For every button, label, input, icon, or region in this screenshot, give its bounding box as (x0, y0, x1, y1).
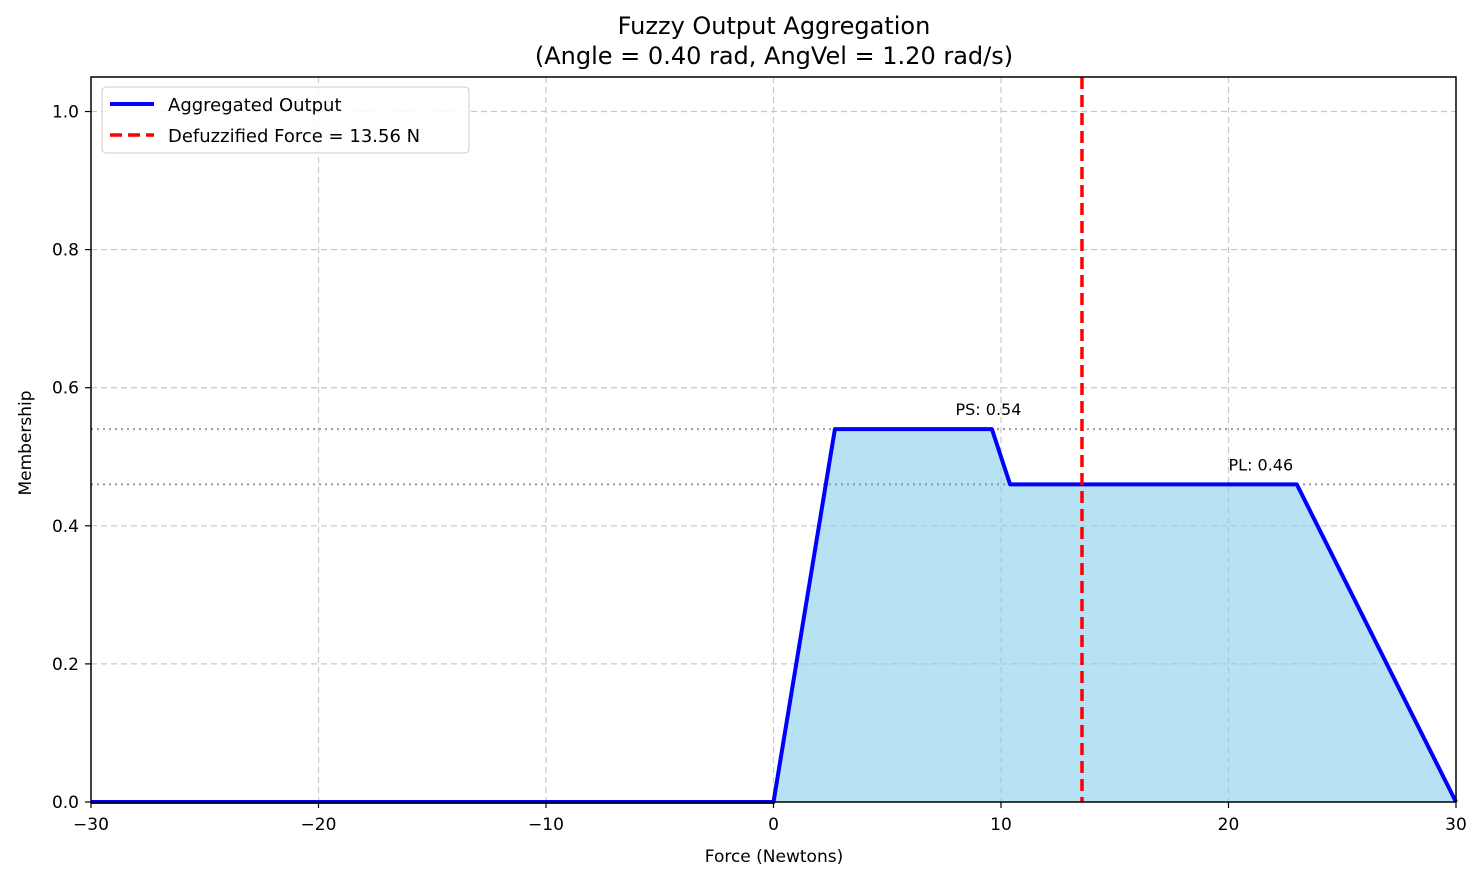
x-tick-label: −20 (301, 815, 337, 835)
y-tick-label: 0.6 (52, 379, 79, 399)
y-tick-label: 0.8 (52, 241, 79, 261)
legend-label-aggregated: Aggregated Output (168, 95, 342, 116)
x-axis-label: Force (Newtons) (705, 847, 843, 867)
y-tick-label: 0.2 (52, 655, 79, 675)
grid-lines (91, 77, 1456, 802)
legend: Aggregated Output Defuzzified Force = 13… (101, 86, 470, 154)
aggregated-area-fill (91, 429, 1456, 802)
x-tick-label: −10 (528, 815, 564, 835)
x-tick-label: 20 (1218, 815, 1240, 835)
x-tick-label: 0 (768, 815, 779, 835)
level-label-0: PS: 0.54 (956, 400, 1022, 419)
y-tick-label: 0.0 (52, 793, 79, 813)
chart-subtitle: (Angle = 0.40 rad, AngVel = 1.20 rad/s) (535, 42, 1013, 70)
legend-box (101, 86, 470, 154)
legend-label-defuzzified: Defuzzified Force = 13.56 N (168, 126, 420, 147)
level-label-1: PL: 0.46 (1229, 455, 1294, 474)
level-annotations: PS: 0.54 PL: 0.46 (956, 400, 1294, 474)
axis-ticks: −30 −20 −10 0 10 20 30 0.0 0.2 0.4 0.6 0.8 1.0 (52, 103, 1467, 835)
x-tick-label: 30 (1445, 815, 1467, 835)
x-tick-label: 10 (990, 815, 1012, 835)
y-tick-label: 1.0 (52, 103, 79, 123)
y-axis-label: Membership (16, 390, 36, 495)
x-tick-label: −30 (73, 815, 109, 835)
y-tick-label: 0.4 (52, 517, 79, 537)
chart-title: Fuzzy Output Aggregation (618, 12, 931, 40)
